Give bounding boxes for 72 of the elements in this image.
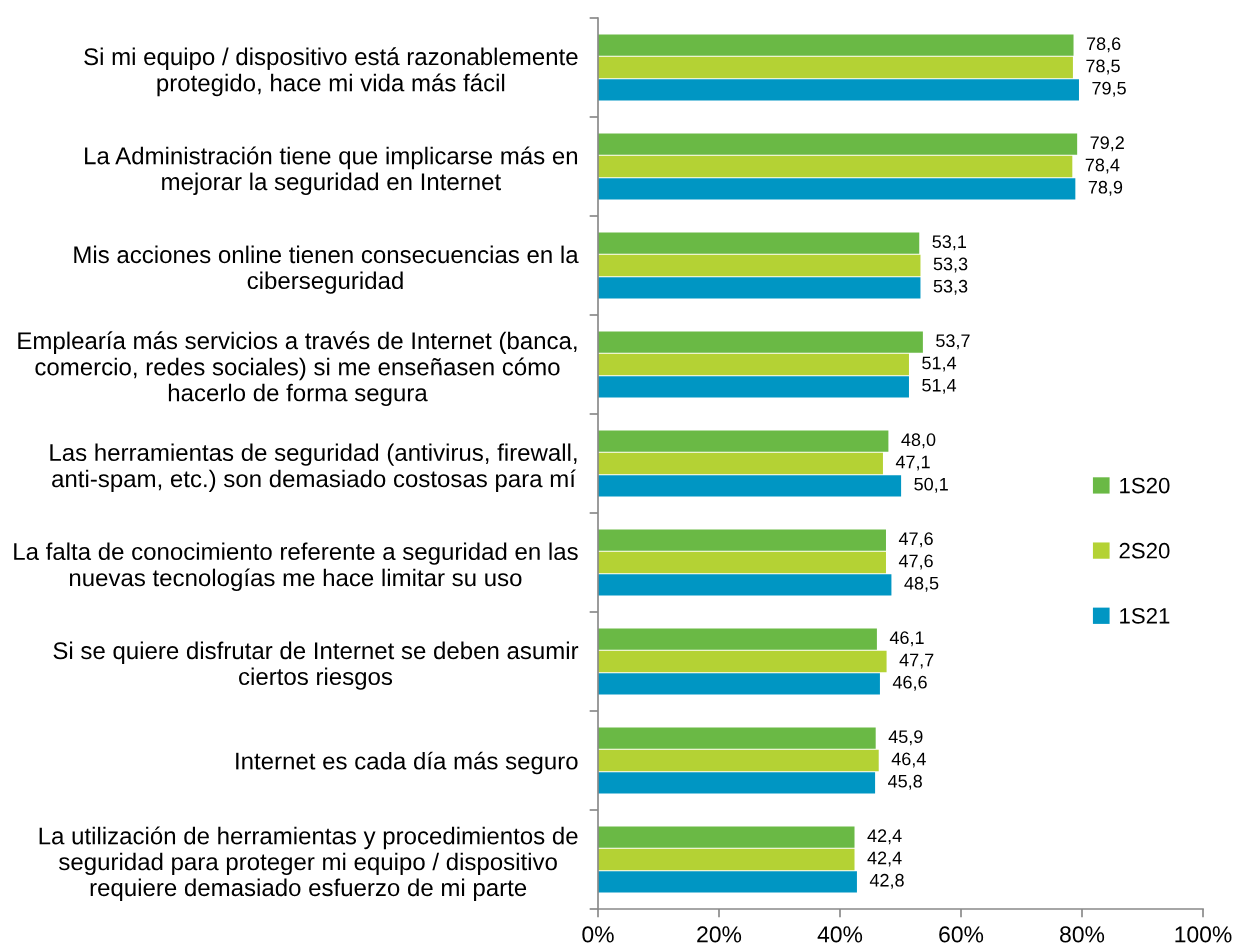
- data-label: 42,8: [869, 873, 904, 889]
- data-label: 46,1: [889, 631, 924, 647]
- data-label: 53,7: [936, 334, 970, 350]
- bar: [598, 772, 876, 794]
- bar: [598, 848, 855, 871]
- data-label: 53,3: [933, 279, 968, 295]
- bar: [598, 79, 1079, 101]
- bar: [598, 155, 1073, 178]
- data-label: 48,5: [904, 576, 939, 592]
- bar: [598, 254, 921, 277]
- bar: [598, 331, 923, 353]
- legend-label: 2S20: [1119, 542, 1170, 559]
- data-label: 46,4: [891, 752, 926, 768]
- bar: [598, 133, 1078, 155]
- bar: [598, 430, 889, 452]
- data-label: 42,4: [867, 851, 902, 867]
- data-label: 79,5: [1092, 81, 1126, 97]
- y-tick-label: La utilización de herramientas y procedimientos de seguridad para proteger mi equipo / dispositivo requiere demasiado esfuerzo de mi parte: [39, 826, 578, 901]
- data-label: 78,5: [1086, 59, 1120, 75]
- data-label: 51,4: [922, 356, 957, 372]
- y-tick-label: Internet es cada día más seguro: [236, 751, 578, 775]
- data-label: 53,1: [932, 235, 967, 251]
- data-label: 79,2: [1090, 136, 1124, 152]
- x-tick-label: 0%: [582, 926, 614, 943]
- data-label: 78,6: [1086, 37, 1121, 53]
- data-label: 51,4: [922, 379, 957, 394]
- x-tick-label: 20%: [697, 926, 742, 943]
- bar: [598, 232, 920, 254]
- data-label: 47,6: [898, 554, 933, 570]
- data-label: 47,1: [895, 455, 930, 471]
- legend-label: 1S21: [1120, 607, 1170, 624]
- bar: [598, 551, 886, 574]
- bar: [598, 574, 892, 596]
- bar: [598, 178, 1076, 200]
- legend-label: 1S20: [1120, 477, 1170, 494]
- bar: [598, 475, 902, 497]
- bar: [598, 277, 921, 299]
- bar: [598, 727, 876, 749]
- y-tick-label: Las herramientas de seguridad (antivirus, firewall, anti-spam, etc.) son demasiado costosas para mí: [50, 443, 577, 493]
- bar: [598, 749, 879, 772]
- data-label: 46,6: [892, 675, 927, 691]
- bar: [598, 529, 886, 551]
- data-label: 47,7: [899, 653, 934, 669]
- x-tick-label: 100%: [1175, 926, 1232, 943]
- data-label: 50,1: [914, 477, 948, 493]
- bar: [598, 628, 877, 650]
- data-label: 53,3: [933, 257, 968, 273]
- data-label: 45,8: [888, 774, 922, 790]
- data-label: 45,9: [888, 730, 923, 746]
- data-label: 47,6: [898, 532, 933, 548]
- data-label: 78,9: [1088, 180, 1123, 196]
- bar: [598, 452, 883, 475]
- bar: [598, 650, 887, 673]
- bar: [598, 871, 857, 893]
- y-tick-label: Mis acciones online tienen consecuencias en la ciberseguridad: [74, 245, 579, 294]
- y-tick-label: La falta de conocimiento referente a seguridad en las nuevas tecnologías me hace limitar su uso: [14, 542, 578, 592]
- y-tick-label: Si se quiere disfrutar de Internet se deben asumir ciertos riesgos: [53, 641, 579, 690]
- bar: [598, 673, 880, 695]
- data-label: 48,0: [901, 433, 936, 449]
- y-tick-label: Si mi equipo / dispositivo está razonablemente protegido, hace mi vida más fácil: [84, 47, 578, 97]
- bar: [598, 826, 855, 848]
- y-tick-label: Emplearía más servicios a través de Internet (banca, comercio, redes sociales) si me enseñasen cómo hacerlo de forma segura: [18, 331, 577, 407]
- data-label: 78,4: [1085, 158, 1120, 174]
- x-tick-label: 60%: [939, 926, 984, 943]
- data-label: 42,4: [867, 829, 902, 845]
- x-tick-label: 80%: [1060, 926, 1105, 943]
- bar: [598, 34, 1074, 56]
- y-tick-label: La Administración tiene que implicarse más en mejorar la seguridad en Internet: [85, 146, 578, 196]
- bar: [598, 56, 1073, 79]
- bar: [598, 376, 909, 398]
- bar: [598, 353, 909, 376]
- x-tick-label: 40%: [817, 926, 863, 943]
